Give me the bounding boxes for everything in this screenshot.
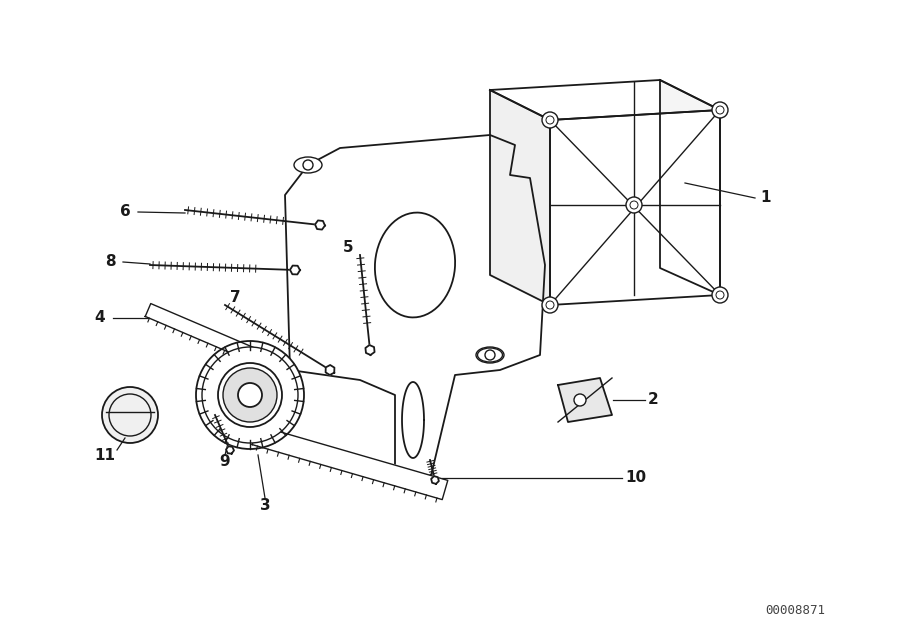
Circle shape (542, 112, 558, 128)
Circle shape (196, 341, 304, 449)
Ellipse shape (478, 348, 502, 362)
Ellipse shape (294, 157, 322, 173)
Circle shape (542, 297, 558, 313)
Text: 6: 6 (120, 204, 130, 220)
Ellipse shape (375, 213, 455, 318)
Polygon shape (431, 476, 439, 484)
Polygon shape (145, 304, 268, 366)
Text: 5: 5 (343, 241, 354, 255)
Polygon shape (252, 425, 448, 500)
Text: 00008871: 00008871 (765, 603, 825, 617)
Text: 10: 10 (625, 471, 646, 486)
Polygon shape (402, 382, 424, 458)
Circle shape (630, 201, 638, 209)
Text: 9: 9 (220, 455, 230, 469)
Text: 7: 7 (230, 290, 240, 305)
Circle shape (238, 383, 262, 407)
Circle shape (223, 368, 277, 422)
Circle shape (626, 197, 642, 213)
Ellipse shape (476, 347, 504, 363)
Polygon shape (365, 345, 374, 355)
Circle shape (546, 116, 554, 124)
Polygon shape (285, 135, 545, 480)
Circle shape (712, 102, 728, 118)
Circle shape (485, 350, 495, 360)
Text: 1: 1 (760, 190, 770, 206)
Polygon shape (290, 265, 300, 274)
Circle shape (716, 106, 724, 114)
Polygon shape (558, 378, 612, 422)
Text: 8: 8 (104, 255, 115, 269)
Circle shape (716, 291, 724, 299)
Circle shape (303, 160, 313, 170)
Polygon shape (326, 365, 335, 375)
Circle shape (712, 287, 728, 303)
Polygon shape (315, 220, 325, 230)
Polygon shape (490, 80, 720, 120)
Polygon shape (550, 110, 720, 305)
Text: 4: 4 (94, 311, 105, 326)
Text: 3: 3 (260, 497, 270, 512)
Circle shape (102, 387, 158, 443)
Circle shape (546, 301, 554, 309)
Text: 11: 11 (94, 448, 115, 462)
Circle shape (218, 363, 282, 427)
Polygon shape (490, 90, 550, 305)
Polygon shape (226, 446, 234, 453)
Text: 2: 2 (648, 392, 659, 408)
Polygon shape (660, 80, 720, 295)
Circle shape (574, 394, 586, 406)
Circle shape (202, 347, 298, 443)
